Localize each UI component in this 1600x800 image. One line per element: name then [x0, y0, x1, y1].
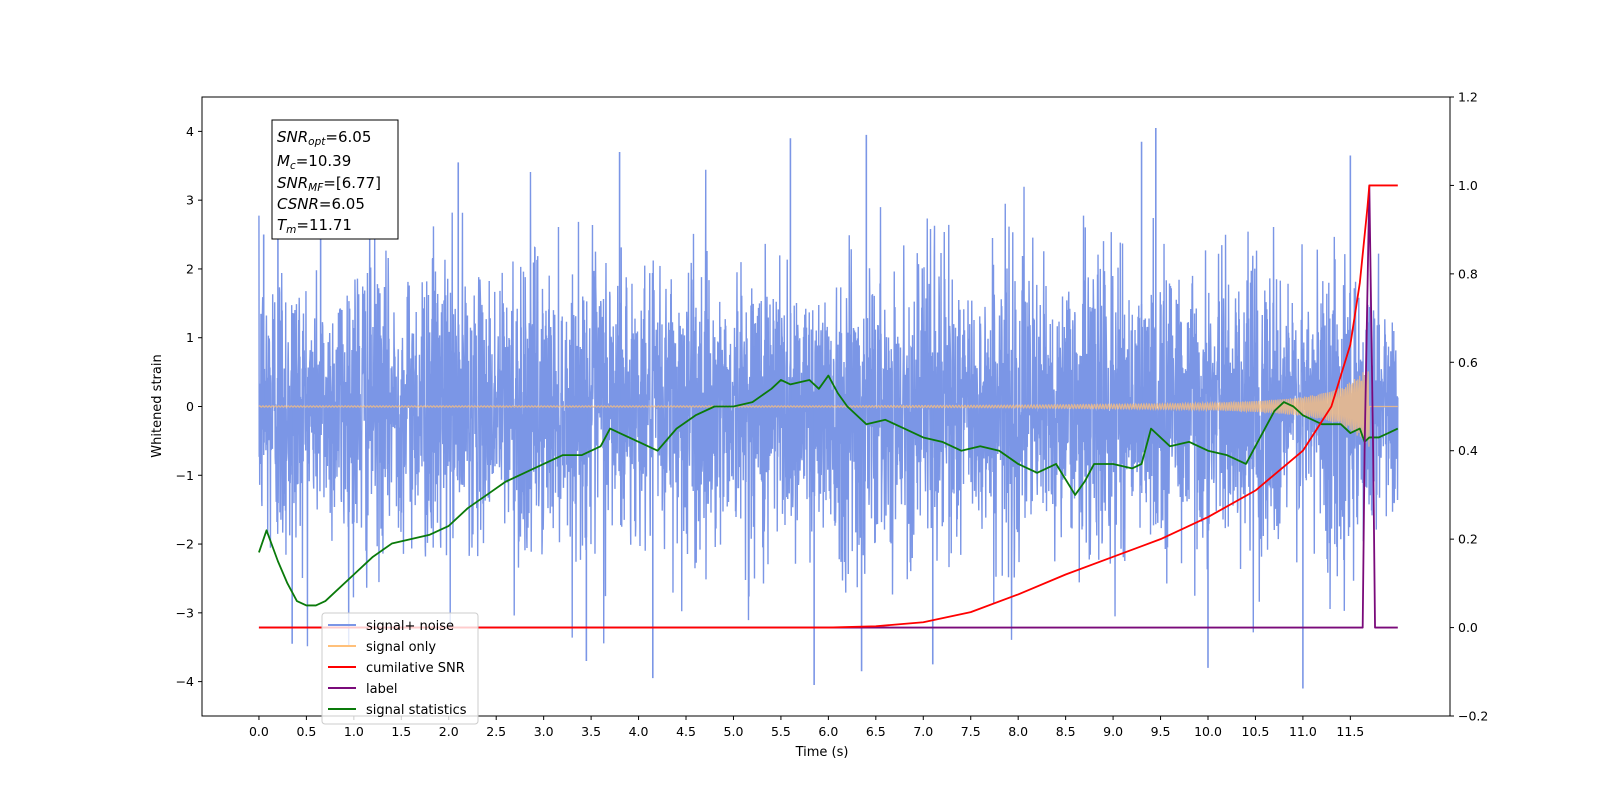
y-right-tick-label: 0.4 [1458, 443, 1478, 458]
y-left-tick-label: −3 [176, 605, 194, 620]
y-left-tick-label: 0 [186, 399, 194, 414]
x-axis-title: Time (s) [795, 745, 849, 760]
y-axis-title-left: Whitened strain [150, 354, 165, 457]
x-tick-label: 8.5 [1056, 724, 1076, 739]
annotation-line-5: Tm=11.71 [277, 216, 352, 236]
y-left-tick-label: 4 [186, 124, 194, 139]
legend-label-signal-statistics: signal statistics [366, 703, 467, 718]
x-tick-label: 10.0 [1194, 724, 1222, 739]
x-tick-label: 5.0 [724, 724, 744, 739]
x-tick-label: 7.5 [961, 724, 981, 739]
annotation-line-3: SNRMF=[6.77] [277, 174, 381, 194]
x-tick-label: 4.5 [676, 724, 696, 739]
annotation-line-4: CSNR=6.05 [277, 195, 365, 213]
y-right-tick-label: 0.8 [1458, 266, 1478, 281]
y-right-tick-label: 0.6 [1458, 355, 1478, 370]
legend-item: label [328, 682, 397, 697]
y-right-tick-label: −0.2 [1458, 709, 1488, 724]
x-tick-label: 11.0 [1289, 724, 1317, 739]
cumulative-snr-line [258, 184, 1398, 629]
annotation-line-1: SNRopt=6.05 [277, 128, 371, 148]
x-tick-label: 10.5 [1242, 724, 1270, 739]
legend-item: signal statistics [328, 703, 467, 718]
signal-only-line [258, 369, 1398, 447]
series-layer [258, 127, 1399, 689]
legend-label-signal-only: signal only [366, 640, 436, 655]
x-tick-label: 6.0 [818, 724, 838, 739]
legend-item: signal only [328, 640, 436, 655]
x-tick-label: 9.5 [1151, 724, 1171, 739]
y-axis-left: −4 −3 −2 −1 0 1 2 3 4 [176, 124, 202, 689]
x-tick-label: 9.0 [1103, 724, 1123, 739]
legend-frame [321, 612, 479, 725]
legend-label-signal-noise: signal+ noise [366, 619, 454, 634]
x-axis: 0.0 0.5 1.0 1.5 2.0 2.5 3.0 3.5 4.0 4.5 5.0 5.5 6.0 6… [249, 716, 1364, 739]
y-right-tick-label: 1.2 [1458, 90, 1478, 105]
y-right-tick-label: 1.0 [1458, 178, 1478, 193]
x-tick-label: 1.0 [344, 724, 364, 739]
y-left-tick-label: −1 [176, 468, 194, 483]
annotation-line-2: Mc=10.39 [277, 152, 351, 172]
y-left-tick-label: 2 [186, 261, 194, 276]
x-tick-label: 6.5 [866, 724, 886, 739]
y-left-tick-label: −2 [176, 537, 194, 552]
x-tick-label: 4.0 [629, 724, 649, 739]
y-axis-right: −0.2 0.0 0.2 0.4 0.6 0.8 1.0 1.2 [1450, 90, 1488, 724]
x-tick-label: 2.5 [486, 724, 506, 739]
x-tick-label: 1.5 [391, 724, 411, 739]
x-tick-label: 8.0 [1008, 724, 1028, 739]
y-left-tick-label: 3 [186, 193, 194, 208]
legend: signal+ noise signal only cumilative SNR… [321, 612, 479, 725]
legend-label-label: label [366, 682, 397, 697]
y-left-tick-label: 1 [186, 330, 194, 345]
x-tick-label: 11.5 [1336, 724, 1364, 739]
legend-item: cumilative SNR [328, 661, 465, 676]
signal-statistics-line [258, 374, 1399, 607]
legend-item: signal+ noise [328, 619, 454, 634]
x-tick-label: 5.5 [771, 724, 791, 739]
annotation-frame [271, 119, 399, 240]
y-right-tick-label: 0.2 [1458, 532, 1478, 547]
x-tick-label: 7.0 [913, 724, 933, 739]
x-tick-label: 0.5 [296, 724, 316, 739]
x-tick-label: 0.0 [249, 724, 269, 739]
x-tick-label: 3.5 [581, 724, 601, 739]
y-left-tick-label: −4 [176, 674, 194, 689]
annotation-box: SNRopt=6.05 Mc=10.39 SNRMF=[6.77] CSNR=6… [271, 119, 399, 240]
x-tick-label: 2.0 [439, 724, 459, 739]
y-right-tick-label: 0.0 [1458, 620, 1478, 635]
x-tick-label: 3.0 [534, 724, 554, 739]
legend-label-cumulative-snr: cumilative SNR [366, 661, 465, 676]
